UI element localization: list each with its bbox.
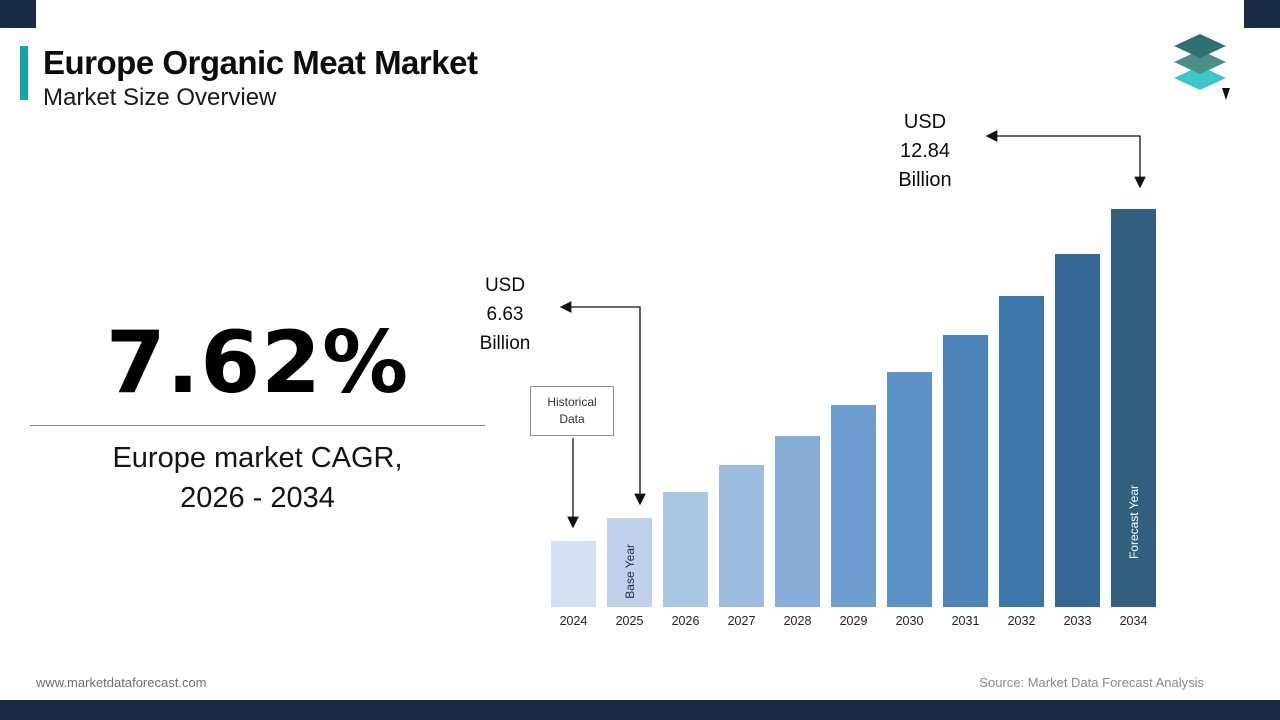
value-callout-2025: USD 6.63 Billion	[479, 275, 531, 354]
page-title: Europe Organic Meat Market	[43, 44, 478, 81]
x-axis-label: 2034	[1119, 614, 1148, 628]
bar-2025: Base Year	[607, 518, 652, 607]
bottom-bar-decoration	[0, 700, 1280, 720]
company-logo-icon	[1168, 32, 1232, 109]
cagr-caption: Europe market CAGR, 2026 - 2034	[112, 441, 403, 515]
footer-website: www.marketdataforecast.com	[36, 675, 207, 690]
x-axis-label: 2025	[615, 614, 644, 628]
bar-column: 2026	[663, 492, 708, 628]
bar-2030	[887, 372, 932, 607]
bar-2024	[551, 541, 596, 607]
bar-2026	[663, 492, 708, 607]
base-year-label: Base Year	[622, 544, 637, 599]
bar-2034: Forecast Year	[1111, 209, 1156, 607]
bar-2029	[831, 405, 876, 607]
bar-column: 2033	[1055, 254, 1100, 628]
cagr-stat-block: 7.62% Europe market CAGR, 2026 - 2034	[30, 316, 485, 519]
bar-2033	[1055, 254, 1100, 607]
x-axis-label: 2024	[559, 614, 588, 628]
bar-column: 2024	[551, 541, 596, 628]
bar-column: 2027	[719, 465, 764, 628]
x-axis-label: 2029	[839, 614, 868, 628]
x-axis-label: 2028	[783, 614, 812, 628]
value-callout-2034: USD 12.84 Billion	[898, 111, 952, 191]
x-axis-label: 2027	[727, 614, 756, 628]
bar-2031	[943, 335, 988, 607]
header-text: Europe Organic Meat Market Market Size O…	[43, 44, 478, 112]
forecast-year-label: Forecast Year	[1126, 484, 1141, 559]
bar-2028	[775, 436, 820, 607]
header: Europe Organic Meat Market Market Size O…	[20, 44, 478, 112]
bar-column: 2031	[943, 335, 988, 628]
bar-2027	[719, 465, 764, 607]
bar-2032	[999, 296, 1044, 607]
corner-decoration-top-right	[1244, 0, 1280, 28]
x-axis-label: 2033	[1063, 614, 1092, 628]
title-accent-bar	[20, 46, 28, 100]
x-axis-label: 2030	[895, 614, 924, 628]
bar-column: Forecast Year 2034	[1111, 209, 1156, 628]
corner-decoration-top-left	[0, 0, 36, 28]
bar-column: 2028	[775, 436, 820, 628]
x-axis-label: 2031	[951, 614, 980, 628]
x-axis-label: 2026	[671, 614, 700, 628]
x-axis-label: 2032	[1007, 614, 1036, 628]
stat-divider	[30, 424, 485, 426]
page-subtitle: Market Size Overview	[43, 83, 277, 111]
bar-column: 2029	[831, 405, 876, 628]
cagr-value: 7.62%	[105, 313, 410, 413]
bar-chart: 2024 Base Year 2025 2026 2027 2028 2029 2030 203…	[551, 209, 1156, 628]
bar-column: Base Year 2025	[607, 518, 652, 628]
footer-source: Source: Market Data Forecast Analysis	[979, 675, 1204, 690]
bar-column: 2030	[887, 372, 932, 628]
historical-data-label: Historical Data	[530, 386, 614, 436]
bar-column: 2032	[999, 296, 1044, 628]
